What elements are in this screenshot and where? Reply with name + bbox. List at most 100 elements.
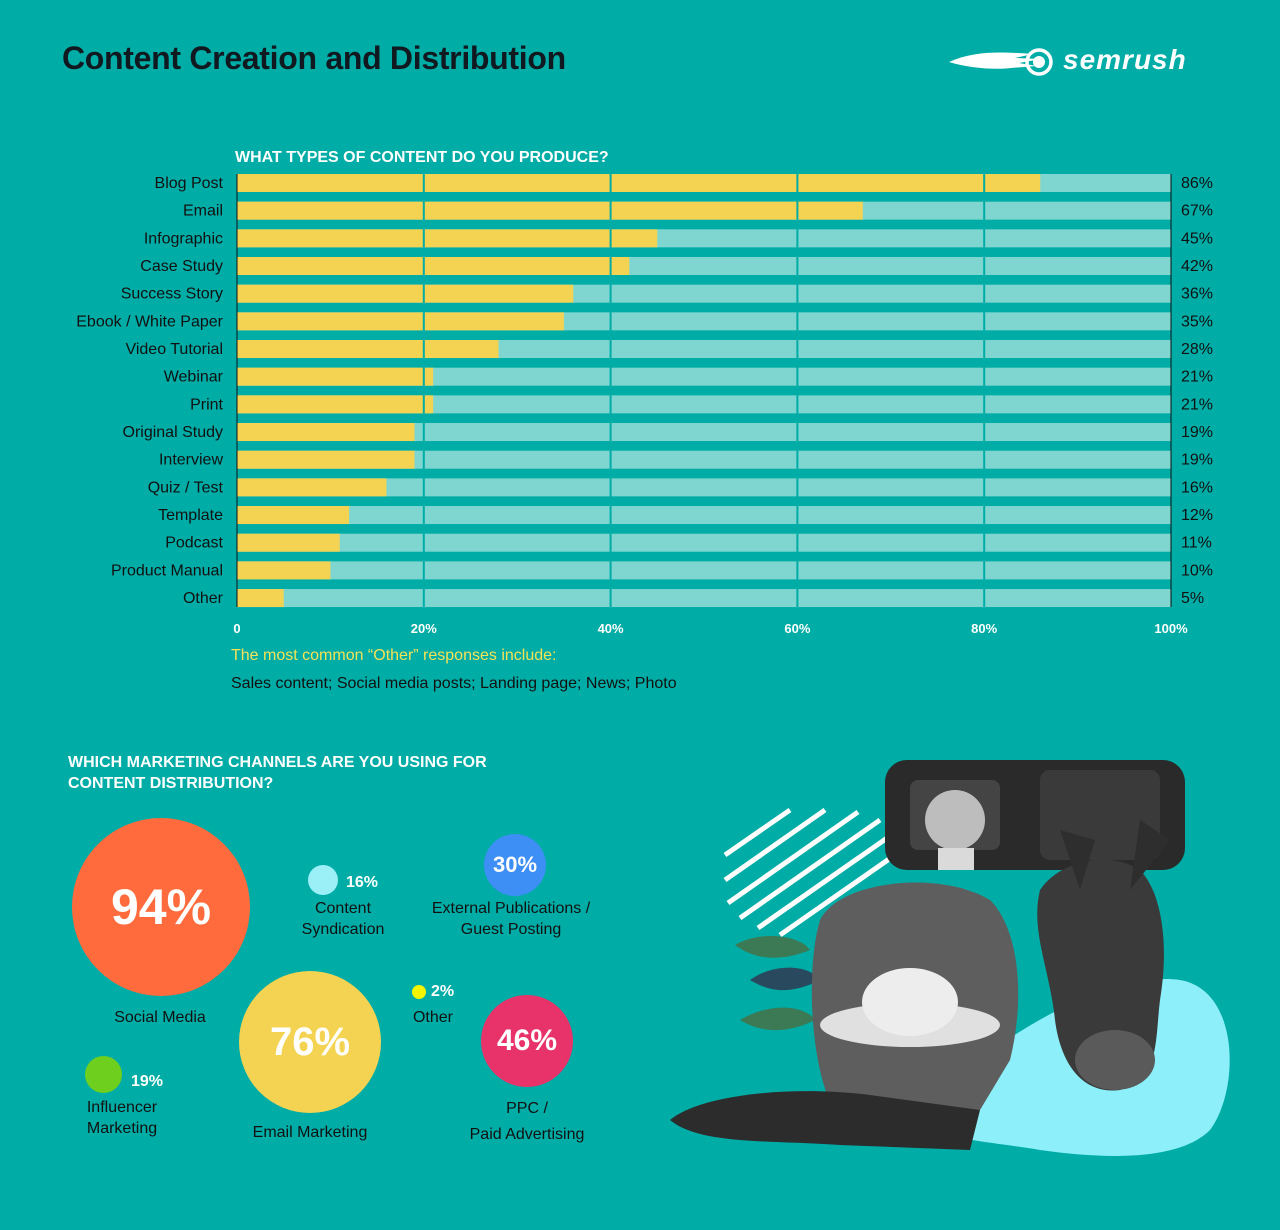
data-label: 36% bbox=[1181, 286, 1213, 303]
data-label: 10% bbox=[1181, 562, 1213, 579]
content-syndication-label: Content Syndication bbox=[283, 898, 403, 940]
external-publications-label-line2: Guest Posting bbox=[460, 921, 562, 938]
category-label: Quiz / Test bbox=[148, 479, 224, 496]
data-label: 11% bbox=[1181, 535, 1212, 552]
data-label: 67% bbox=[1181, 203, 1213, 220]
bar bbox=[237, 284, 574, 303]
external-publications-bubble: 30% bbox=[484, 834, 546, 896]
bar bbox=[237, 340, 499, 359]
data-label: 21% bbox=[1181, 369, 1213, 386]
tick-label: 60% bbox=[784, 621, 810, 636]
striped-decoration bbox=[723, 807, 897, 938]
other-note-title: The most common “Other” responses includ… bbox=[231, 647, 557, 664]
category-label: Ebook / White Paper bbox=[76, 313, 223, 330]
influencer-marketing-label: Influencer Marketing bbox=[60, 1097, 184, 1139]
email-marketing-bubble: 76% bbox=[239, 971, 381, 1113]
other-channel-bubble bbox=[412, 985, 426, 999]
bar bbox=[237, 174, 1041, 192]
external-publications-pct: 30% bbox=[492, 852, 538, 877]
social-media-label: Social Media bbox=[114, 1009, 206, 1026]
bar bbox=[237, 506, 350, 525]
channels-title-line1: WHICH MARKETING CHANNELS ARE YOU USING F… bbox=[68, 754, 487, 771]
leaves-decoration bbox=[735, 935, 820, 1031]
category-label: Other bbox=[183, 590, 224, 607]
bar bbox=[237, 423, 415, 442]
category-label: Infographic bbox=[144, 230, 223, 247]
content-syndication-label-line1: Content bbox=[314, 900, 372, 917]
tick-label: 100% bbox=[1154, 621, 1188, 636]
tick-label: 80% bbox=[971, 621, 997, 636]
channels-title-line2: CONTENT DISTRIBUTION? bbox=[68, 775, 274, 792]
bar bbox=[237, 478, 387, 497]
social-media-bubble: 94% bbox=[72, 818, 250, 996]
content-types-bar-chart: WHAT TYPES OF CONTENT DO YOU PRODUCE? Blo… bbox=[76, 149, 1213, 636]
data-label: 42% bbox=[1181, 258, 1213, 275]
data-label: 5% bbox=[1181, 590, 1204, 607]
email-marketing-pct: 76% bbox=[269, 1019, 351, 1064]
other-channel-label: Other bbox=[412, 1009, 453, 1026]
bar-track bbox=[237, 395, 1171, 414]
data-label: 19% bbox=[1181, 424, 1213, 441]
bar-track bbox=[237, 367, 1171, 386]
category-label: Template bbox=[158, 507, 223, 524]
email-marketing-label: Email Marketing bbox=[252, 1124, 368, 1141]
influencer-marketing-label-line2: Marketing bbox=[86, 1120, 158, 1137]
bar bbox=[237, 312, 564, 331]
external-publications-label: External Publications / Guest Posting bbox=[411, 898, 611, 940]
social-media-pct: 94% bbox=[110, 879, 212, 935]
bar bbox=[237, 367, 434, 386]
data-label: 16% bbox=[1181, 479, 1213, 496]
man-with-donkey-illustration bbox=[670, 760, 1230, 1156]
category-label: Podcast bbox=[165, 535, 223, 552]
ppc-label: PPC / Paid Advertising bbox=[447, 1096, 607, 1148]
influencer-marketing-label-line1: Influencer bbox=[86, 1099, 158, 1116]
bar-track bbox=[237, 450, 1171, 469]
bar bbox=[237, 201, 863, 220]
bar-track bbox=[237, 533, 1171, 552]
category-label: Case Study bbox=[140, 258, 223, 275]
bar bbox=[237, 257, 630, 276]
ppc-label-line1: PPC / bbox=[506, 1100, 548, 1117]
influencer-marketing-pct: 19% bbox=[131, 1073, 164, 1090]
tick-label: 40% bbox=[598, 621, 624, 636]
data-label: 12% bbox=[1181, 507, 1213, 524]
bar-track bbox=[237, 478, 1171, 497]
logo-wordmark: semrush bbox=[1063, 44, 1187, 75]
tick-label: 0 bbox=[233, 621, 240, 636]
category-label: Webinar bbox=[164, 369, 224, 386]
bar-track bbox=[237, 589, 1171, 608]
bar bbox=[237, 395, 434, 414]
page-title: Content Creation and Distribution bbox=[62, 40, 566, 76]
bar-track bbox=[237, 423, 1171, 442]
semrush-logo: semrush bbox=[945, 44, 1225, 80]
category-label: Print bbox=[190, 396, 223, 413]
fireball-icon bbox=[949, 48, 1053, 76]
category-label: Blog Post bbox=[155, 175, 224, 192]
bar bbox=[237, 229, 658, 248]
category-label: Email bbox=[183, 203, 223, 220]
category-label: Product Manual bbox=[111, 562, 223, 579]
ppc-bubble: 46% bbox=[481, 995, 573, 1087]
content-syndication-bubble bbox=[308, 865, 338, 895]
category-label: Original Study bbox=[123, 424, 224, 441]
bar-track bbox=[237, 506, 1171, 525]
category-label: Interview bbox=[159, 452, 223, 469]
bar bbox=[237, 450, 415, 469]
channels-title: WHICH MARKETING CHANNELS ARE YOU USING F… bbox=[68, 752, 528, 794]
data-label: 21% bbox=[1181, 396, 1213, 413]
bar-track bbox=[237, 561, 1171, 580]
chart-title: WHAT TYPES OF CONTENT DO YOU PRODUCE? bbox=[235, 149, 609, 166]
ppc-pct: 46% bbox=[496, 1024, 558, 1057]
category-label: Success Story bbox=[121, 286, 223, 303]
other-channel-pct: 2% bbox=[431, 983, 455, 1000]
content-syndication-label-line2: Syndication bbox=[301, 921, 385, 938]
influencer-marketing-bubble bbox=[85, 1056, 122, 1093]
tick-label: 20% bbox=[411, 621, 437, 636]
bar bbox=[237, 589, 284, 608]
data-label: 28% bbox=[1181, 341, 1213, 358]
category-label: Video Tutorial bbox=[125, 341, 223, 358]
man-figure bbox=[670, 790, 1019, 1150]
ppc-label-line2: Paid Advertising bbox=[469, 1126, 585, 1143]
content-syndication-pct: 16% bbox=[346, 874, 379, 891]
data-label: 45% bbox=[1181, 230, 1213, 247]
